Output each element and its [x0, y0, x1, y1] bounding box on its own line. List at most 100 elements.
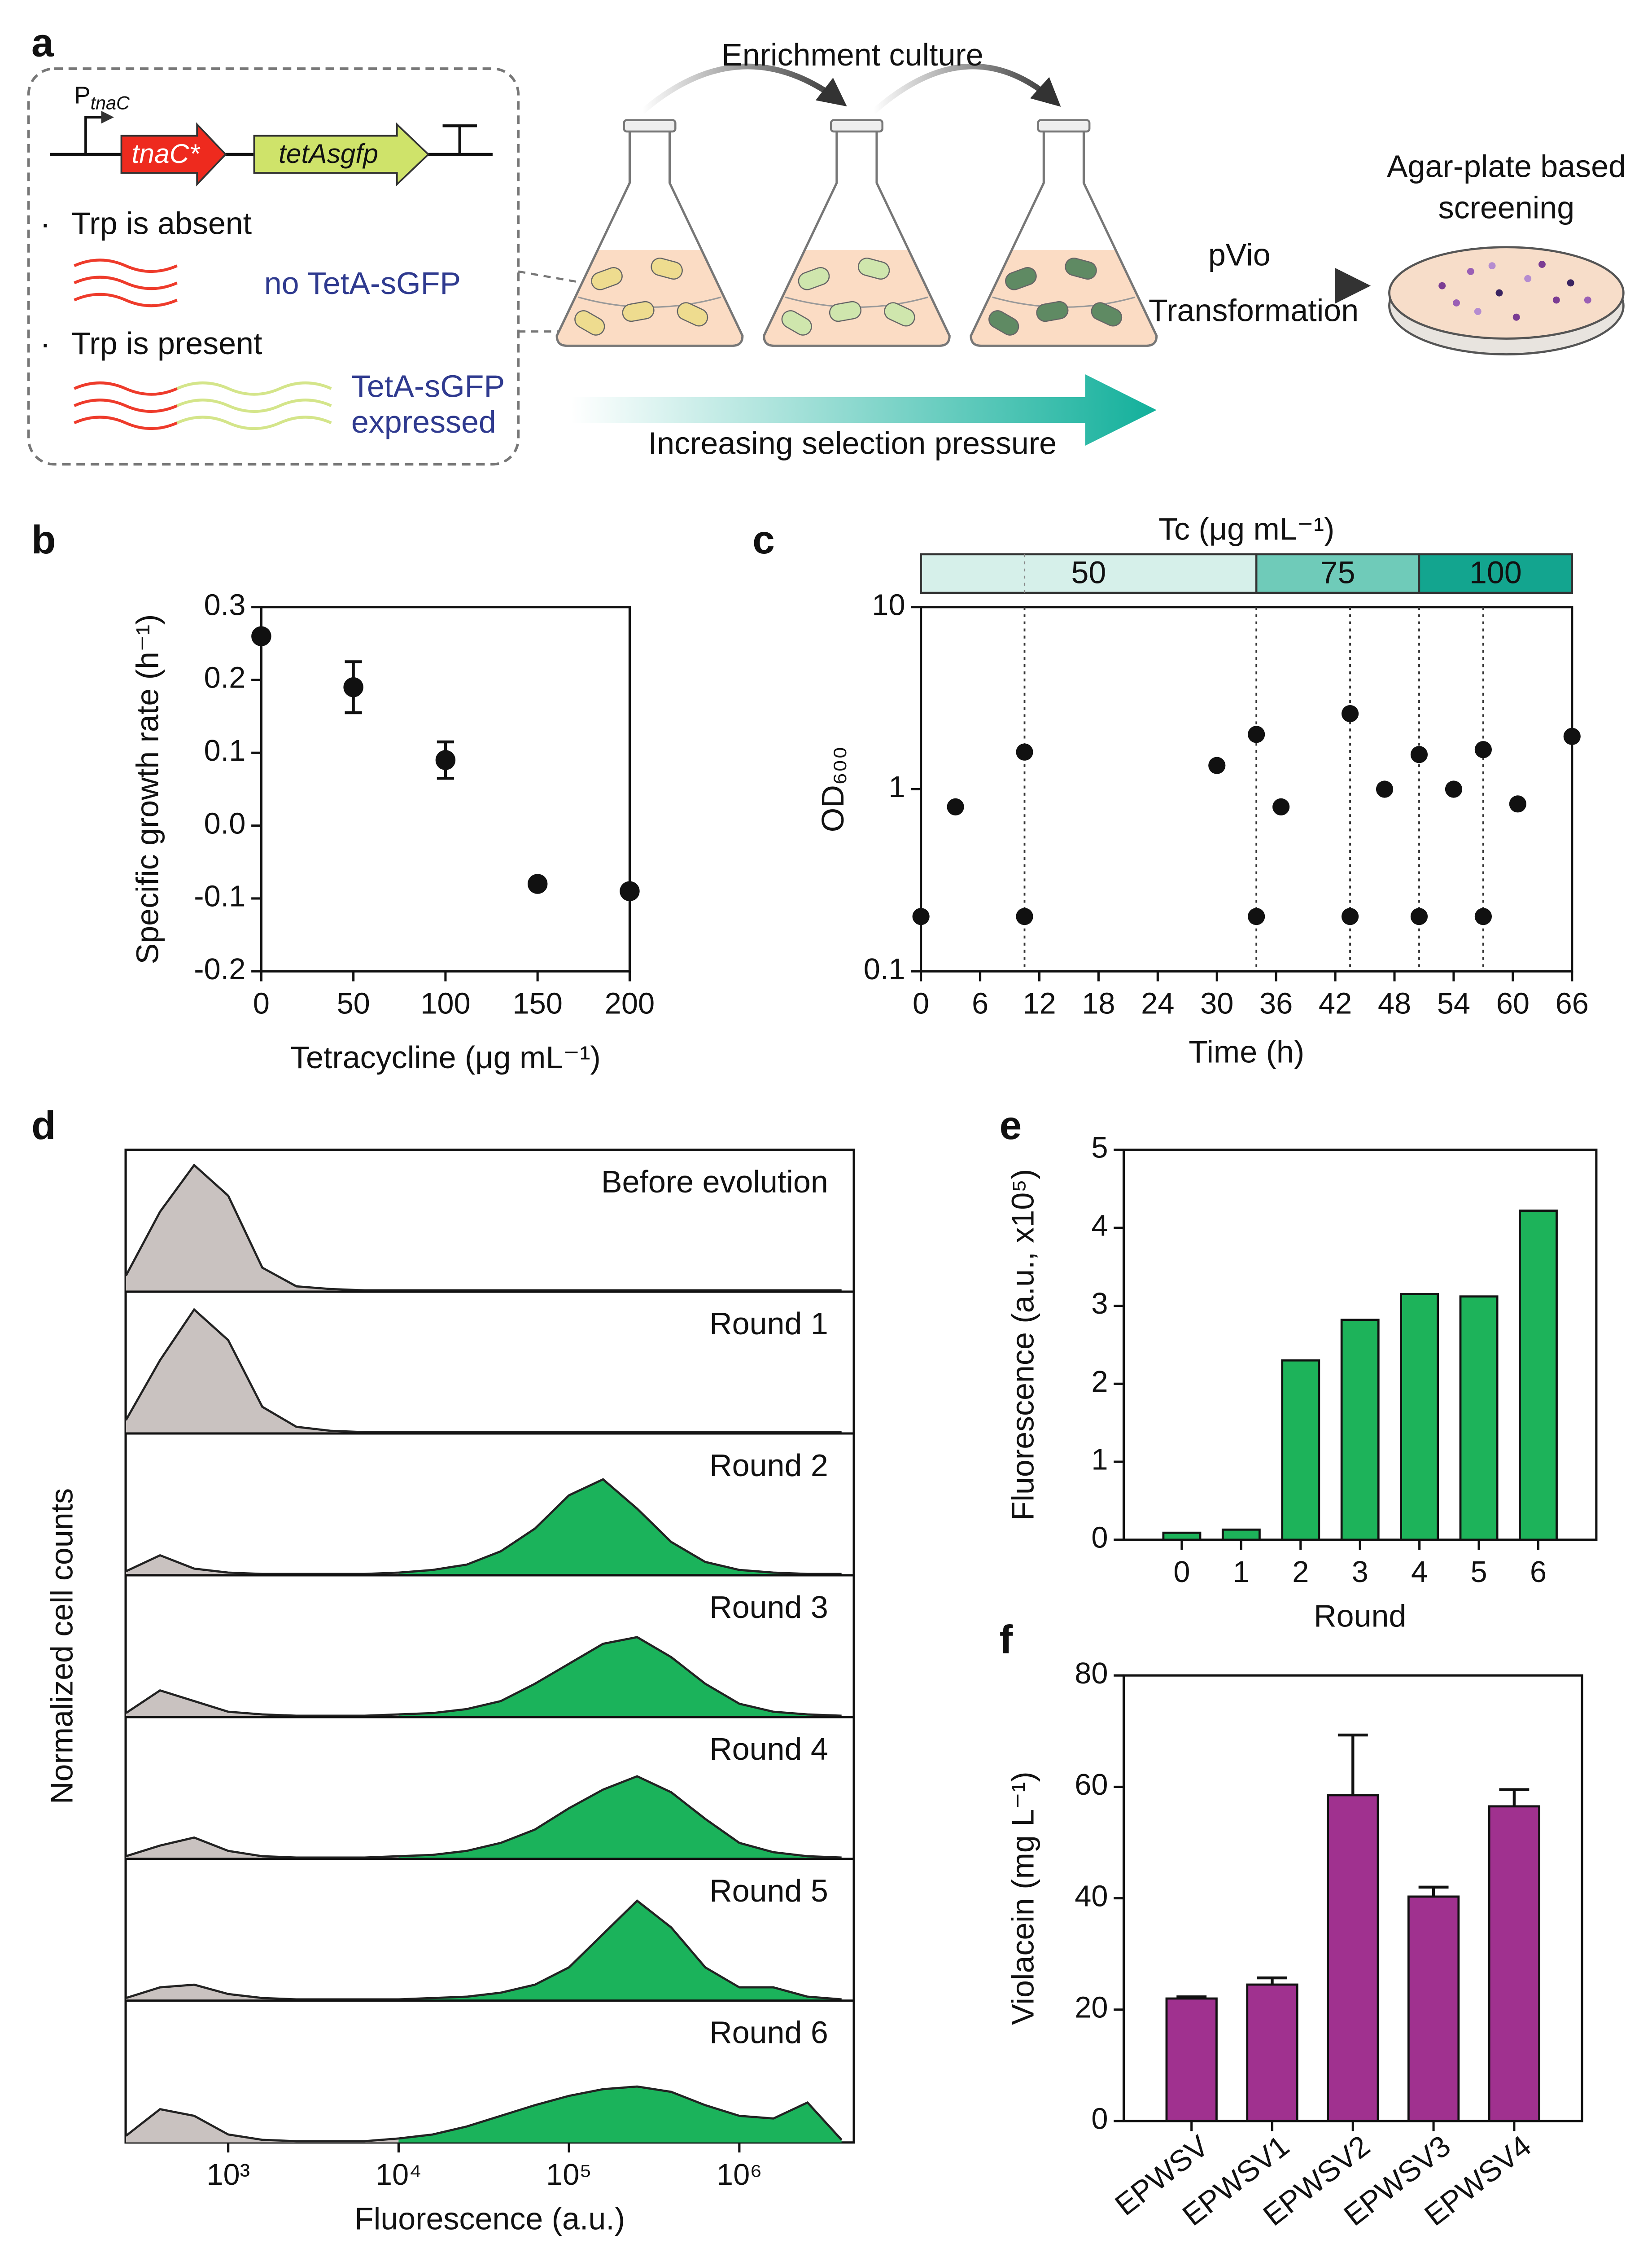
- x-axis-label: Tetracycline (μg mL⁻¹): [290, 1040, 601, 1075]
- density-line: [125, 1163, 842, 1292]
- point: [1341, 705, 1359, 723]
- density-area: [126, 1690, 399, 1717]
- panel-label: b: [31, 517, 56, 562]
- point: [251, 626, 271, 646]
- x-tick-label: 3: [1352, 1556, 1368, 1589]
- condition: Trp is absent: [71, 206, 252, 241]
- flask: [970, 128, 1158, 347]
- y-axis-label: Normalized cell counts: [44, 1488, 79, 1804]
- cell: [857, 258, 890, 280]
- tc-band: [920, 553, 1258, 594]
- promoter-main: P: [74, 82, 90, 109]
- x-tick-label: 24: [1141, 987, 1174, 1020]
- flask-rim: [623, 119, 677, 133]
- transfer-arrow: [872, 63, 1061, 114]
- x-tick-label: 6: [1530, 1556, 1547, 1589]
- result: expressed: [351, 404, 496, 439]
- flask-rim: [1037, 119, 1091, 133]
- tc-band-label: 50: [1071, 555, 1106, 590]
- gene-label: tetAsgfp: [279, 138, 378, 169]
- petri-dish: [1388, 246, 1625, 340]
- result: TetA-sGFP: [351, 368, 505, 403]
- y-axis-label: Specific growth rate (h⁻¹): [130, 614, 165, 964]
- cell: [1005, 267, 1037, 290]
- x-tick-label: 0: [253, 987, 270, 1020]
- mrna: [74, 259, 178, 307]
- cell: [781, 310, 812, 336]
- gradient-label: Increasing selection pressure: [648, 426, 1057, 461]
- y-tick-label: 40: [1075, 1880, 1108, 1913]
- point: [620, 881, 640, 902]
- density-area: [126, 1165, 399, 1292]
- tc-band: [1418, 553, 1573, 594]
- step-label: Agar-plate based: [1387, 149, 1626, 184]
- point: [947, 798, 964, 815]
- y-tick-label: 0.1: [204, 734, 245, 767]
- row-label: Round 3: [709, 1590, 828, 1625]
- density-area: [398, 1776, 842, 1859]
- row-label: Round 5: [709, 1873, 828, 1908]
- x-axis-label: Time (h): [1189, 1034, 1304, 1069]
- point: [1410, 908, 1428, 925]
- plasmid: pVio: [1208, 237, 1271, 272]
- bar: [1221, 1528, 1261, 1541]
- density-line: [125, 1899, 842, 2001]
- bar: [1165, 1997, 1218, 2122]
- x-tick-label: 36: [1259, 987, 1293, 1020]
- flask: [763, 128, 951, 347]
- colonies: [1438, 261, 1591, 321]
- step-label: screening: [1438, 190, 1575, 225]
- point: [1563, 728, 1581, 745]
- point: [1248, 726, 1265, 743]
- bar: [1281, 1359, 1320, 1541]
- panel-label: d: [31, 1103, 56, 1148]
- transfer-arrow: [640, 63, 847, 114]
- point: [343, 677, 363, 697]
- y-tick-label: -0.2: [194, 953, 245, 986]
- point: [1376, 780, 1394, 798]
- diagram: PtnaC tnaC* tetAsgfp · Trp is absent no …: [27, 37, 1626, 466]
- bar: [1340, 1319, 1380, 1541]
- panel-label: c: [752, 517, 775, 562]
- y-tick-label: 0.3: [204, 588, 245, 622]
- bar: [1407, 1895, 1460, 2122]
- density-line: [125, 1478, 842, 1575]
- y-tick-label: 10: [872, 588, 905, 622]
- x-tick-label: 54: [1437, 987, 1470, 1020]
- density-area: [398, 1901, 842, 2001]
- bar: [1246, 1983, 1298, 2122]
- y-tick-label: 0: [1091, 2103, 1108, 2136]
- x-tick-label: 6: [972, 987, 988, 1020]
- x-axis-label: Fluorescence (a.u.): [354, 2201, 625, 2236]
- cell: [884, 302, 915, 327]
- tc-band: [1255, 553, 1420, 594]
- panel-label: f: [1000, 1617, 1013, 1662]
- step-label: Transformation: [1149, 293, 1359, 328]
- x-tick-label: 30: [1200, 987, 1233, 1020]
- density-area: [126, 2109, 399, 2143]
- point: [912, 908, 930, 925]
- density-area: [126, 1309, 399, 1433]
- mrna: [74, 381, 178, 430]
- flask-liquid: [764, 250, 950, 346]
- bar: [1162, 1531, 1202, 1541]
- error-bar: [1499, 1788, 1530, 1806]
- y-tick-label: 80: [1075, 1657, 1108, 1690]
- promoter-arrow: [84, 110, 114, 154]
- x-tick-label: 18: [1082, 987, 1115, 1020]
- x-tick-label: 50: [337, 987, 370, 1020]
- promoter-sub: tnaC: [91, 92, 130, 113]
- result: no TetA-sGFP: [264, 266, 461, 301]
- cell: [1091, 302, 1123, 327]
- y-tick-label: 2: [1091, 1365, 1108, 1398]
- x-axis-label: Round: [1314, 1598, 1406, 1633]
- point: [1410, 746, 1428, 763]
- density-line: [125, 1636, 842, 1717]
- terminator: [442, 124, 477, 154]
- y-tick-label: 1: [888, 771, 905, 804]
- y-tick-label: 0: [1091, 1521, 1108, 1554]
- y-axis-label: Fluorescence (a.u., x10⁵): [1005, 1169, 1040, 1521]
- point: [1272, 798, 1290, 815]
- condition: Trp is present: [71, 326, 262, 361]
- flask-liquid: [557, 250, 743, 346]
